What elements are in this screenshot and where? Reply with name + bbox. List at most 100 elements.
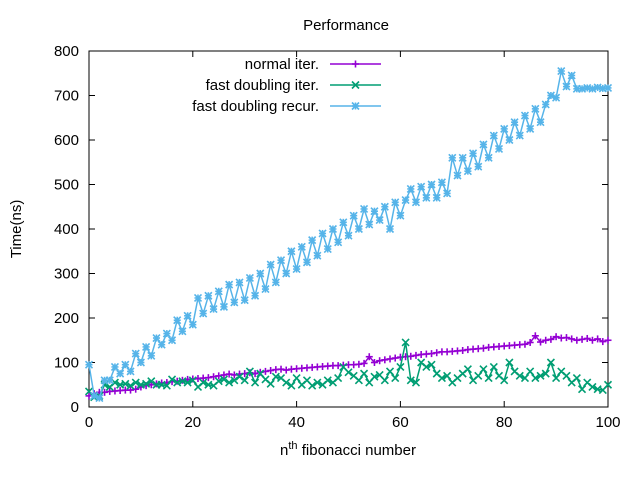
data-point — [463, 167, 472, 176]
data-point — [131, 349, 140, 358]
data-point — [261, 285, 270, 294]
data-point — [422, 193, 431, 202]
data-point — [526, 124, 535, 133]
data-point — [443, 189, 452, 198]
y-tick-label: 500 — [54, 177, 79, 194]
data-point — [422, 362, 431, 372]
data-point — [432, 193, 441, 202]
data-point — [240, 296, 249, 305]
y-tick-label: 700 — [54, 88, 79, 105]
x-axis-label-superscript: th — [288, 440, 297, 452]
data-point — [552, 374, 561, 383]
data-point — [136, 358, 145, 367]
data-point — [142, 379, 151, 388]
data-point — [351, 80, 360, 90]
data-point — [121, 360, 130, 369]
data-point — [391, 198, 400, 207]
data-point — [594, 335, 602, 343]
data-point — [370, 359, 378, 366]
data-point — [313, 251, 322, 260]
data-point — [526, 367, 535, 376]
data-point — [167, 375, 177, 384]
data-point — [142, 342, 151, 351]
data-point — [375, 216, 384, 225]
data-point — [370, 372, 379, 381]
data-point — [183, 378, 192, 387]
data-point — [411, 378, 421, 387]
data-point — [370, 207, 379, 216]
data-point — [386, 355, 394, 363]
data-point — [567, 71, 576, 80]
data-point — [105, 376, 114, 385]
data-point — [344, 368, 353, 377]
data-point — [437, 178, 446, 187]
data-point — [406, 184, 415, 194]
data-point — [360, 359, 368, 367]
data-point — [204, 374, 212, 382]
data-point — [573, 336, 581, 344]
data-point — [199, 309, 208, 318]
data-point — [365, 220, 374, 229]
data-point — [546, 358, 555, 367]
data-point — [376, 357, 384, 365]
data-point — [406, 376, 415, 385]
chart-title: Performance — [303, 17, 389, 34]
data-point — [381, 356, 389, 364]
data-point — [251, 378, 260, 387]
data-point — [599, 338, 607, 346]
data-point — [484, 153, 493, 162]
data-point — [547, 335, 555, 343]
data-point — [126, 367, 135, 376]
data-point — [557, 66, 566, 76]
data-point — [256, 269, 265, 278]
data-point — [84, 360, 94, 369]
data-point — [479, 365, 488, 374]
data-point — [318, 229, 327, 238]
y-tick-label: 200 — [54, 310, 79, 327]
data-point — [536, 118, 545, 127]
data-point — [230, 376, 239, 385]
y-tick-label: 800 — [54, 43, 79, 60]
data-point — [188, 376, 197, 385]
data-point — [235, 372, 244, 381]
data-point — [407, 352, 415, 360]
data-point — [220, 371, 228, 379]
data-point — [178, 327, 187, 336]
series-3 — [84, 66, 613, 403]
data-point — [401, 196, 410, 205]
data-point — [334, 238, 343, 247]
x-tick-label: 20 — [184, 414, 201, 431]
data-point — [188, 320, 197, 329]
data-point — [245, 273, 254, 283]
data-point — [354, 376, 363, 385]
data-point — [131, 378, 140, 387]
legend-label: normal iter. — [245, 56, 319, 73]
data-point — [489, 362, 498, 372]
data-point — [453, 171, 462, 180]
x-tick-label: 100 — [595, 414, 620, 431]
data-point — [240, 376, 249, 385]
data-point — [500, 124, 509, 133]
data-point — [292, 264, 301, 274]
legend-label: fast doubling iter. — [206, 77, 319, 94]
data-point — [199, 378, 208, 387]
data-point — [209, 305, 218, 314]
y-tick-label: 0 — [71, 399, 79, 416]
data-point — [167, 336, 177, 345]
data-point — [537, 338, 545, 346]
data-point — [323, 244, 332, 254]
data-point — [588, 336, 596, 344]
data-point — [210, 373, 218, 381]
data-point — [266, 260, 275, 269]
data-point — [515, 131, 524, 140]
data-point — [515, 371, 524, 380]
data-point — [349, 211, 358, 220]
data-point — [385, 224, 395, 234]
data-point — [484, 374, 493, 383]
data-point — [562, 334, 570, 342]
x-tick-label: 60 — [392, 414, 409, 431]
y-axis-label: Time(ns) — [8, 200, 25, 259]
data-point — [173, 316, 182, 325]
data-point — [562, 82, 571, 91]
